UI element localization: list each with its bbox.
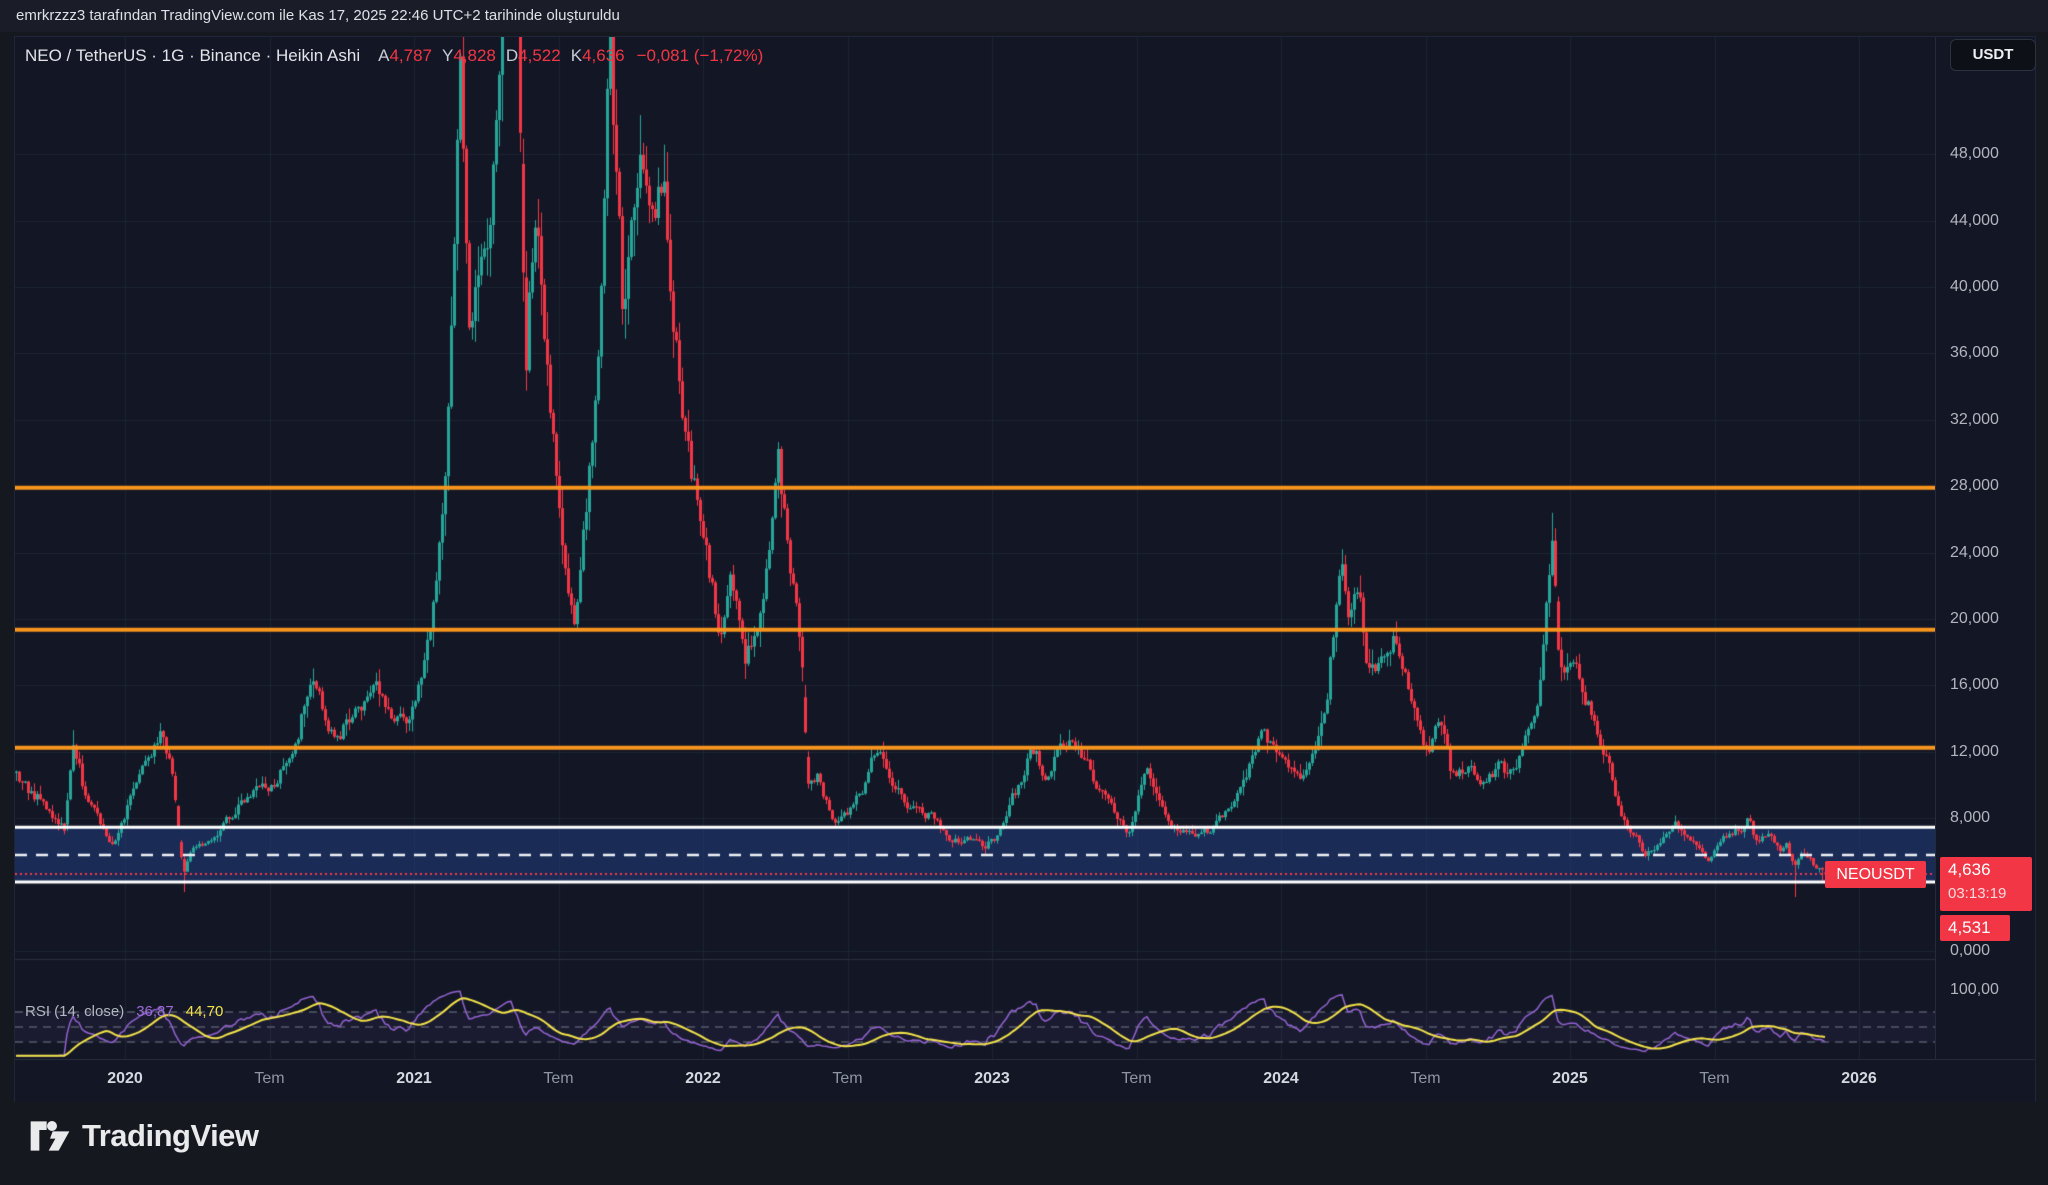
- price-axis-tick: 20,000: [1950, 610, 1999, 627]
- time-axis-tick: 2023: [974, 1070, 1010, 1087]
- price-axis-tick: 0,000: [1950, 942, 1991, 959]
- price-axis-tick: 36,000: [1950, 344, 1999, 362]
- attribution-bar: emrkrzzz3 tarafından TradingView.com ile…: [0, 0, 2048, 32]
- time-axis[interactable]: 2020 Tem 2021 Tem 2022 Tem 2023 Tem 2024 Tem 2025 T…: [15, 1059, 2035, 1102]
- tradingview-logo[interactable]: TradingView: [30, 1118, 259, 1154]
- ohlc-close: K 4,636: [570, 46, 625, 65]
- price-axis-tick: 40,000: [1950, 278, 1999, 295]
- price-axis-tick: 12,000: [1950, 742, 1999, 760]
- main-chart-canvas[interactable]: [15, 37, 1935, 1059]
- price-axis-tick: 28,000: [1950, 477, 1999, 495]
- chart-widget: NEO / TetherUS · 1G · Binance · Heikin A…: [14, 36, 2036, 1102]
- tradingview-logo-text: TradingView: [82, 1118, 259, 1153]
- price-axis[interactable]: USDT 4,636 03:13:19 4,531 48,000 44,000 40…: [1935, 37, 2036, 1059]
- price-axis-tick: 8,000: [1950, 809, 1991, 827]
- rsi-axis-tick: 100,00: [1950, 980, 1999, 998]
- secondary-price-label: 4,531: [1940, 915, 2010, 941]
- time-axis-tick: 2025: [1552, 1070, 1588, 1087]
- rsi-value: 36,87: [136, 1003, 174, 1020]
- rsi-ma-value: 44,70: [185, 1003, 224, 1020]
- currency-toggle-button[interactable]: USDT: [1950, 39, 2036, 71]
- tradingview-logo-icon: [30, 1121, 70, 1151]
- time-axis-tick: 2026: [1841, 1070, 1877, 1087]
- rsi-label[interactable]: RSI (14, close): [25, 1003, 125, 1020]
- ohlc-open: A 4,787: [378, 46, 432, 65]
- time-axis-tick: 2024: [1263, 1070, 1299, 1087]
- price-change: −0,081 (−1,72%): [636, 46, 764, 65]
- last-price-symbol-flag: NEOUSDT: [1825, 861, 1926, 888]
- last-price-label: 4,636 03:13:19: [1940, 857, 2032, 911]
- chart-header: NEO / TetherUS · 1G · Binance · Heikin A…: [25, 44, 763, 68]
- time-axis-tick: 2022: [685, 1070, 721, 1087]
- time-axis-tick: Tem: [1121, 1070, 1152, 1087]
- ohlc-low: D 4,522: [505, 46, 561, 65]
- symbol-title[interactable]: NEO / TetherUS · 1G · Binance · Heikin A…: [25, 46, 361, 65]
- time-axis-tick: Tem: [1699, 1070, 1730, 1087]
- price-axis-tick: 44,000: [1950, 211, 1999, 229]
- price-axis-tick: 16,000: [1950, 676, 1999, 694]
- time-axis-tick: Tem: [543, 1070, 574, 1087]
- time-axis-tick: Tem: [254, 1070, 285, 1087]
- last-price-value: 4,636: [1948, 860, 1991, 879]
- time-axis-tick: 2020: [107, 1070, 143, 1087]
- price-axis-tick: 32,000: [1950, 410, 1999, 428]
- attribution-text: emrkrzzz3 tarafından TradingView.com ile…: [16, 7, 620, 24]
- price-axis-tick: 24,000: [1950, 543, 1999, 561]
- time-axis-tick: 2021: [396, 1070, 432, 1087]
- rsi-legend: RSI (14, close) 36,87 44,70: [25, 1003, 223, 1020]
- time-axis-tick: Tem: [832, 1070, 863, 1087]
- ohlc-high: Y 4,828: [442, 46, 496, 65]
- price-axis-tick: 48,000: [1950, 145, 1999, 163]
- bar-countdown: 03:13:19: [1948, 885, 2007, 902]
- time-axis-tick: Tem: [1410, 1070, 1441, 1087]
